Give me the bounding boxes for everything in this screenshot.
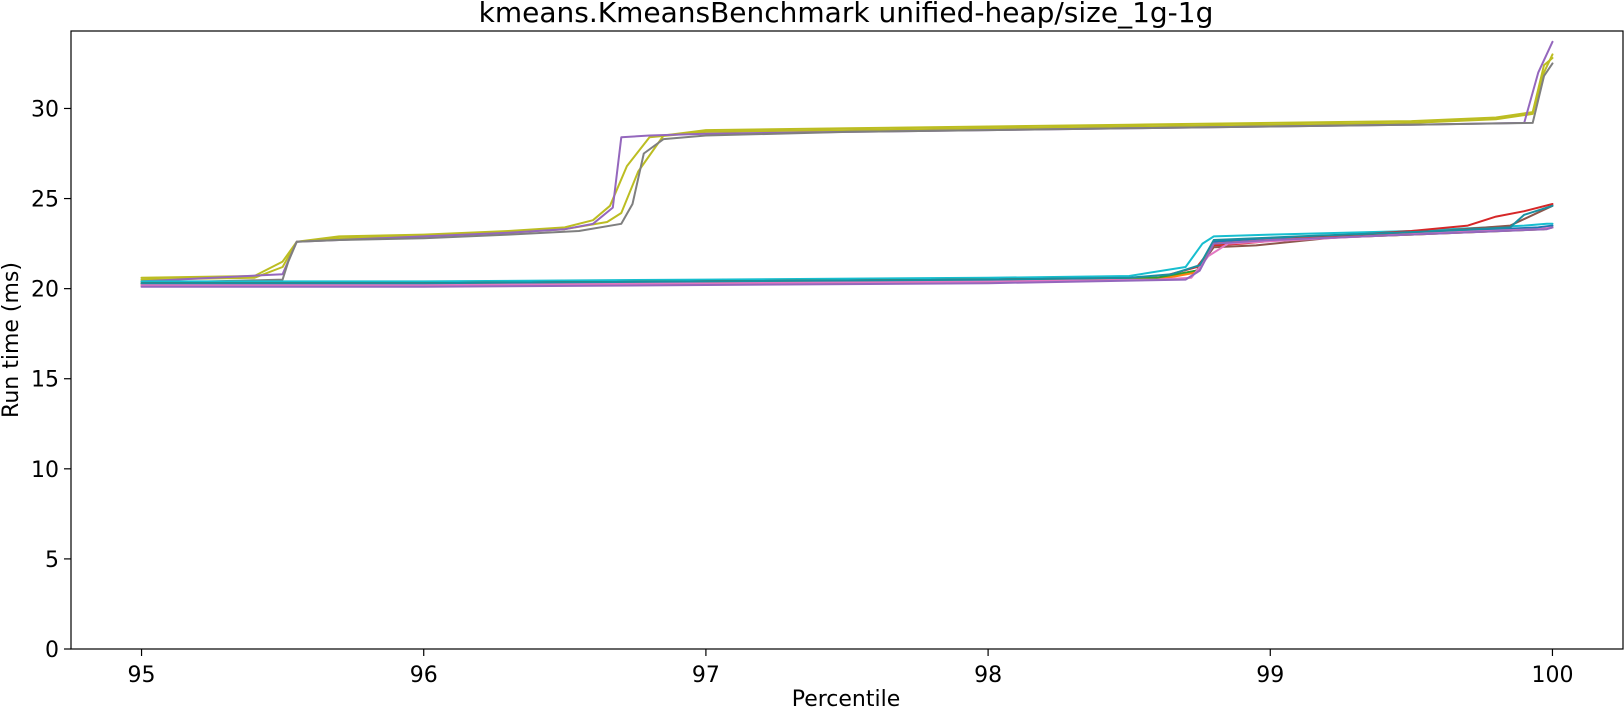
x-tick-label: 95 xyxy=(128,663,156,688)
y-axis: 0 5 10 15 20 25 30 xyxy=(31,97,71,663)
y-tick-label: 15 xyxy=(31,368,59,393)
series-line-5 xyxy=(140,222,1554,283)
chart-title: kmeans.KmeansBenchmark unified-heap/size… xyxy=(479,0,1214,29)
y-tick-label: 10 xyxy=(31,458,59,483)
x-tick-label: 98 xyxy=(974,663,1002,688)
series-line-4 xyxy=(140,62,1554,285)
y-tick-label: 20 xyxy=(31,278,59,303)
series-line-2 xyxy=(140,57,1554,281)
x-tick-label: 97 xyxy=(692,663,720,688)
series-line-7 xyxy=(140,203,1554,285)
plot-area-frame xyxy=(70,30,1624,650)
x-axis: 95 96 97 98 99 100 xyxy=(128,649,1573,688)
y-axis-label: Run time (ms) xyxy=(0,262,24,418)
series-line-13 xyxy=(140,226,1554,288)
series-layer xyxy=(140,40,1554,288)
series-line-8 xyxy=(140,204,1554,286)
series-line-12 xyxy=(140,204,1554,285)
x-tick-label: 99 xyxy=(1256,663,1284,688)
x-tick-label: 100 xyxy=(1531,663,1573,688)
y-tick-label: 0 xyxy=(45,638,59,663)
y-tick-label: 5 xyxy=(45,548,59,573)
y-tick-label: 25 xyxy=(31,188,59,213)
x-axis-label: Percentile xyxy=(792,687,901,710)
y-tick-label: 30 xyxy=(31,97,59,122)
series-line-1 xyxy=(140,53,1554,279)
series-line-3 xyxy=(140,40,1554,283)
x-tick-label: 96 xyxy=(410,663,438,688)
